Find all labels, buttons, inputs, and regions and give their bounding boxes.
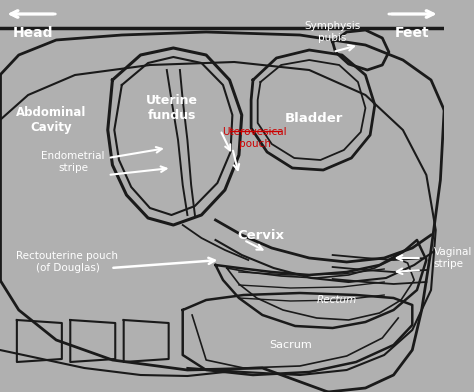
Text: Rectum: Rectum (317, 295, 357, 305)
Text: Rectouterine pouch
(of Douglas): Rectouterine pouch (of Douglas) (17, 251, 118, 273)
Text: Vaginal
stripe: Vaginal stripe (434, 247, 472, 269)
Text: Abdominal
Cavity: Abdominal Cavity (16, 106, 87, 134)
Text: Feet: Feet (395, 26, 429, 40)
Text: Head: Head (12, 26, 53, 40)
Text: Uterovesical
pouch: Uterovesical pouch (223, 127, 287, 149)
Text: Cervix: Cervix (237, 229, 284, 241)
Text: Bladder: Bladder (285, 111, 343, 125)
Text: Endometrial
stripe: Endometrial stripe (41, 151, 105, 173)
Text: Symphysis
pubis: Symphysis pubis (304, 21, 361, 43)
Text: Sacrum: Sacrum (269, 340, 312, 350)
Text: Uterine
fundus: Uterine fundus (146, 94, 198, 122)
